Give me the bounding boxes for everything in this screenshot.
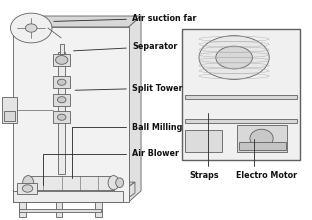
Bar xyxy=(13,27,129,202)
Ellipse shape xyxy=(22,185,33,192)
Text: Separator: Separator xyxy=(74,42,177,51)
Polygon shape xyxy=(123,182,135,202)
Polygon shape xyxy=(13,16,141,27)
Bar xyxy=(53,54,70,66)
Bar xyxy=(28,176,114,190)
Text: Air suction far: Air suction far xyxy=(54,14,196,23)
Bar xyxy=(58,52,66,174)
Bar xyxy=(13,191,123,202)
Ellipse shape xyxy=(57,114,66,120)
Ellipse shape xyxy=(250,129,273,148)
Bar xyxy=(56,202,62,217)
Bar xyxy=(185,119,297,123)
Ellipse shape xyxy=(56,56,68,64)
Bar xyxy=(60,44,64,54)
Bar xyxy=(4,111,15,121)
Bar xyxy=(53,76,70,88)
Ellipse shape xyxy=(216,46,252,69)
Text: Electro Motor: Electro Motor xyxy=(236,139,297,180)
Bar xyxy=(182,29,300,160)
Bar xyxy=(2,97,17,123)
Text: Straps: Straps xyxy=(190,113,219,180)
Bar xyxy=(17,183,37,194)
Text: Ball Milling: Ball Milling xyxy=(72,123,182,178)
Circle shape xyxy=(11,13,52,43)
Ellipse shape xyxy=(108,176,119,190)
Bar xyxy=(53,94,70,106)
Polygon shape xyxy=(13,182,135,191)
Ellipse shape xyxy=(199,36,269,79)
Bar xyxy=(19,209,101,212)
Ellipse shape xyxy=(57,79,66,85)
Ellipse shape xyxy=(116,178,124,187)
Ellipse shape xyxy=(57,97,66,103)
Ellipse shape xyxy=(23,176,34,190)
Polygon shape xyxy=(129,16,141,202)
Bar xyxy=(53,111,70,123)
Bar xyxy=(19,202,26,217)
Text: Split Tower: Split Tower xyxy=(75,84,183,93)
Circle shape xyxy=(25,24,37,32)
Bar xyxy=(185,130,222,152)
Text: Air Blower: Air Blower xyxy=(43,149,179,185)
Bar xyxy=(237,125,287,152)
Bar xyxy=(239,142,286,150)
Bar xyxy=(185,95,297,99)
Bar xyxy=(95,202,102,217)
